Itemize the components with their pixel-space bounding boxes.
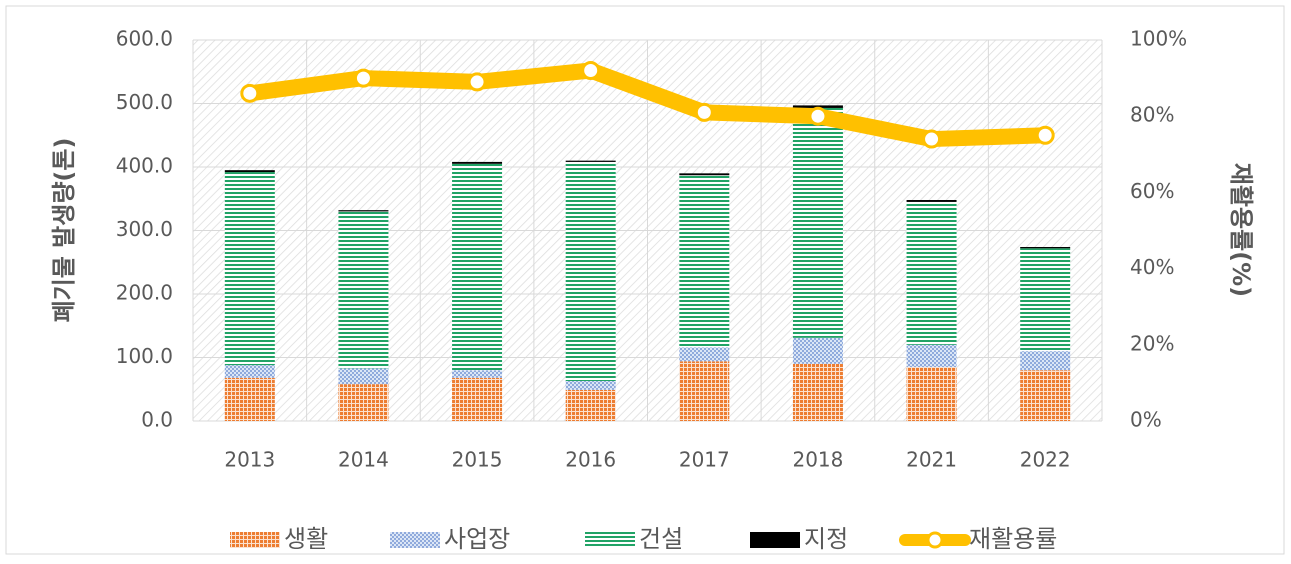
- bar-segment: [1020, 247, 1071, 249]
- line-marker: [1035, 125, 1055, 145]
- line-marker: [922, 129, 942, 149]
- bar-segment: [565, 161, 616, 381]
- bar-segment: [906, 201, 957, 345]
- bar-segment: [679, 175, 730, 348]
- line-marker: [353, 68, 373, 88]
- legend-label: 재활용률: [969, 525, 1057, 553]
- bar-segment: [338, 211, 389, 369]
- y-tick-label: 300.0: [116, 217, 173, 241]
- y-tick-label: 600.0: [116, 27, 173, 51]
- bar-segment: [679, 361, 730, 421]
- x-tick-label: 2018: [792, 448, 843, 472]
- bar-segment: [565, 389, 616, 421]
- bar-segment: [338, 384, 389, 421]
- bar-segment: [565, 380, 616, 390]
- x-tick-label: 2013: [224, 448, 275, 472]
- x-tick-label: 2017: [679, 448, 730, 472]
- bar-segment: [1020, 370, 1071, 421]
- y-tick-label: 100.0: [116, 344, 173, 368]
- bar-segment: [224, 170, 275, 173]
- x-tick-label: 2022: [1020, 448, 1071, 472]
- bar-segment: [792, 337, 843, 364]
- y2-tick-label: 80%: [1130, 103, 1174, 127]
- y-tick-label: 500.0: [116, 90, 173, 114]
- bar-segment: [224, 172, 275, 366]
- bar-segment: [452, 377, 503, 421]
- legend-label: 생활: [284, 525, 328, 553]
- bar-segment: [224, 365, 275, 378]
- bar-segment: [224, 377, 275, 421]
- bar-segment: [679, 347, 730, 362]
- bar-segment: [452, 161, 503, 164]
- y2-tick-label: 100%: [1130, 27, 1187, 51]
- y2-axis-title: 재활용률(%): [1227, 163, 1255, 297]
- bar-segment: [906, 344, 957, 368]
- line-marker: [808, 106, 828, 126]
- bar-segment: [338, 210, 389, 212]
- bar-segment: [452, 370, 503, 378]
- bar-segment: [679, 173, 730, 176]
- line-marker: [581, 60, 601, 80]
- y-tick-label: 400.0: [116, 154, 173, 178]
- line-marker: [467, 72, 487, 92]
- x-tick-label: 2015: [452, 448, 503, 472]
- x-tick-label: 2021: [906, 448, 957, 472]
- bar-segment: [906, 367, 957, 421]
- bar-segment: [906, 200, 957, 202]
- legend-swatch: [230, 532, 280, 548]
- y-axis-title: 폐기물 발생량(톤): [50, 138, 78, 323]
- legend-swatch: [750, 532, 800, 548]
- line: [241, 62, 1054, 148]
- legend-label: 지정: [804, 525, 848, 553]
- legend-swatch: [390, 532, 440, 548]
- bar-segment: [792, 107, 843, 338]
- x-tick-label: 2016: [565, 448, 616, 472]
- line-marker: [694, 102, 714, 122]
- legend-label: 건설: [639, 525, 683, 553]
- bar-segment: [565, 160, 616, 162]
- y-tick-label: 0.0: [141, 408, 173, 432]
- x-tick-label: 2014: [338, 448, 389, 472]
- y-tick-label: 200.0: [116, 281, 173, 305]
- bar-segment: [1020, 248, 1071, 352]
- y2-tick-label: 0%: [1130, 408, 1162, 432]
- legend-swatch-marker: [926, 531, 944, 549]
- bar-segment: [792, 363, 843, 421]
- y2-tick-label: 60%: [1130, 179, 1174, 203]
- y2-tick-label: 20%: [1130, 331, 1174, 355]
- bar-segment: [338, 368, 389, 385]
- legend-swatch: [585, 532, 635, 548]
- legend-label: 사업장: [444, 525, 510, 553]
- bar-segment: [792, 105, 843, 108]
- bar-segment: [452, 163, 503, 371]
- line-marker: [240, 83, 260, 103]
- y2-tick-label: 40%: [1130, 255, 1174, 279]
- bar-segment: [1020, 351, 1071, 371]
